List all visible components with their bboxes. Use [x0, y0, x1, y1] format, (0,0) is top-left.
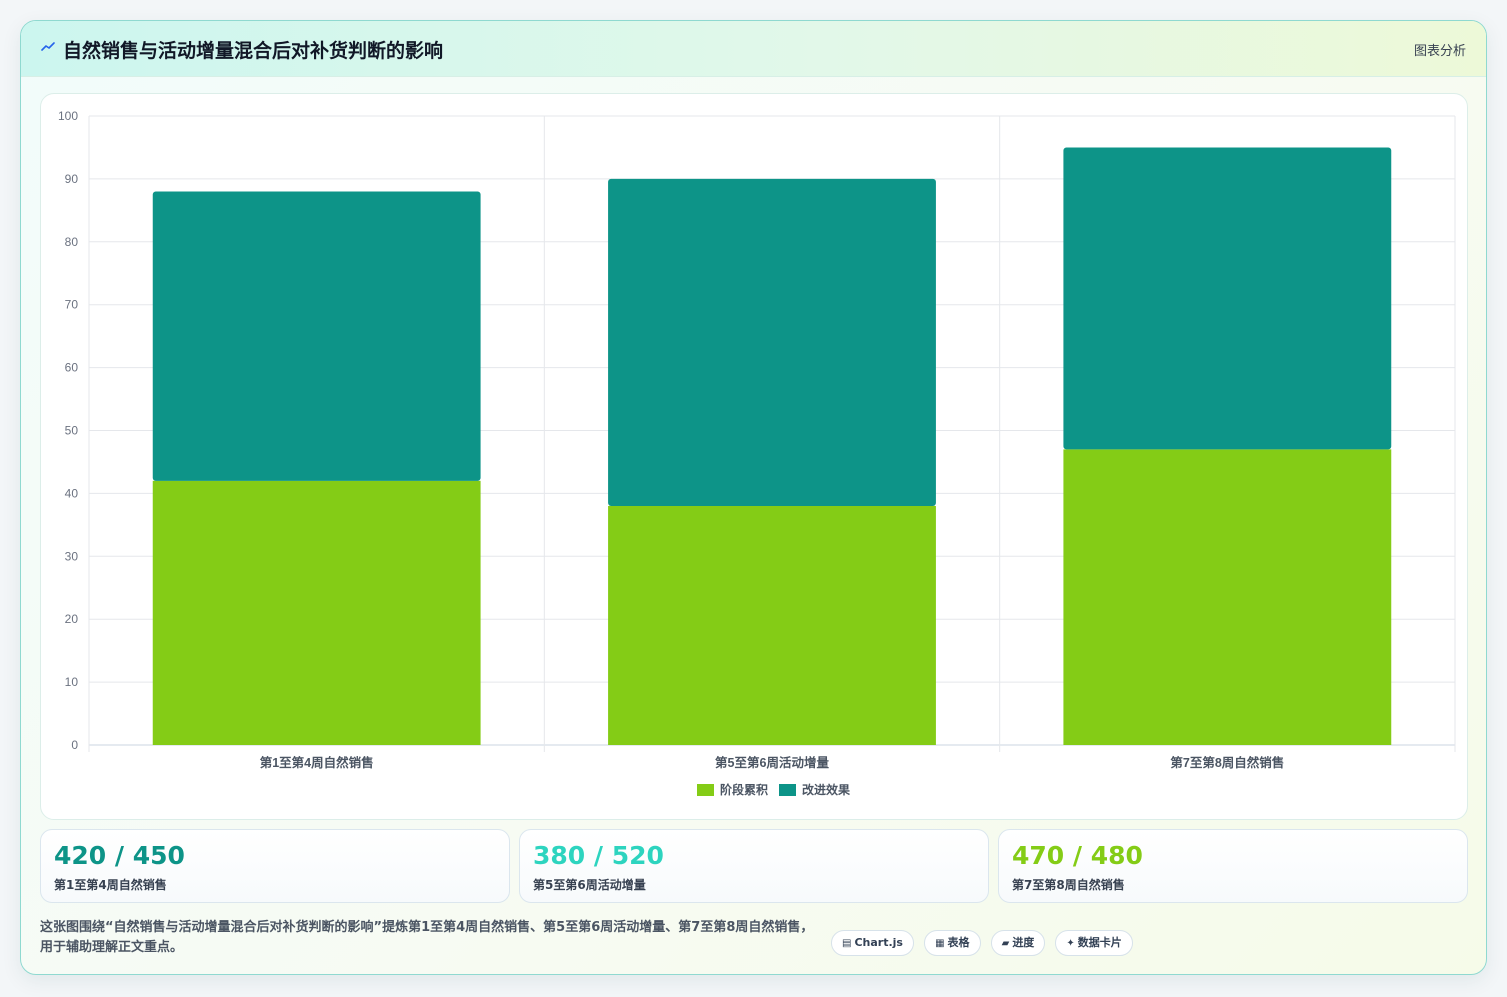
bar-segment — [152, 480, 481, 745]
chart-panel: 0 10 20 30 40 50 60 70 80 90 100 第1至第4周自然销售 第5至第6周活动… — [40, 93, 1468, 820]
bar-segment — [1063, 147, 1392, 450]
x-tick-label: 第5至第6周活动增量 — [715, 755, 829, 770]
stat-label: 第5至第6周活动增量 — [533, 878, 646, 892]
y-tick-label: 90 — [65, 172, 79, 186]
chart-description: 这张图围绕“自然销售与活动增量混合后对补货判断的影响”提炼第1至第4周自然销售、… — [40, 920, 814, 955]
stat-card-3: 470 / 480 第7至第8周自然销售 — [998, 829, 1468, 903]
y-tick-label: 80 — [65, 235, 79, 249]
legend-label: 改进效果 — [802, 782, 850, 797]
chip-label: 进度 — [1012, 936, 1035, 949]
chip-table[interactable]: ▦ 表格 — [924, 930, 981, 956]
bar-segment — [608, 178, 936, 506]
table-icon: ▦ — [935, 938, 945, 949]
stat-value: 470 / 480 — [1012, 841, 1143, 870]
page-title: 自然销售与活动增量混合后对补货判断的影响 — [63, 40, 444, 62]
chip-progress[interactable]: ▰ 进度 — [990, 930, 1046, 956]
stat-cards: 420 / 450 第1至第4周自然销售 380 / 520 第5至第6周活动增… — [40, 829, 1468, 903]
card-header: 自然销售与活动增量混合后对补货判断的影响 图表分析 — [21, 21, 1486, 77]
chart-analysis-link[interactable]: 图表分析 — [1413, 44, 1466, 59]
stat-label: 第7至第8周自然销售 — [1012, 878, 1125, 892]
feature-chips: ▤ Chart.js ▦ 表格 ▰ 进度 ✦ 数据卡片 — [831, 930, 1138, 958]
legend-label: 阶段累积 — [720, 782, 768, 797]
y-tick-label: 40 — [65, 486, 79, 500]
x-tick-label: 第7至第8周自然销售 — [1170, 755, 1284, 770]
y-tick-label: 50 — [65, 424, 79, 438]
trend-line-icon — [41, 42, 55, 51]
y-tick-label: 60 — [65, 361, 79, 375]
chip-data-card[interactable]: ✦ 数据卡片 — [1055, 930, 1133, 956]
stat-value: 420 / 450 — [54, 841, 185, 870]
y-tick-label: 30 — [65, 549, 79, 563]
stat-card-2: 380 / 520 第5至第6周活动增量 — [519, 829, 989, 903]
y-tick-label: 20 — [65, 612, 79, 626]
bar-segment — [1063, 449, 1392, 745]
chip-label: 数据卡片 — [1077, 936, 1122, 949]
y-tick-label: 70 — [65, 298, 79, 312]
stat-label: 第1至第4周自然销售 — [54, 878, 167, 892]
stat-card-1: 420 / 450 第1至第4周自然销售 — [40, 829, 510, 903]
chip-chartjs[interactable]: ▤ Chart.js — [831, 930, 914, 956]
y-tick-label: 100 — [58, 109, 78, 123]
x-tick-label: 第1至第4周自然销售 — [260, 755, 374, 770]
chart-card: 自然销售与活动增量混合后对补货判断的影响 图表分析 0 10 20 30 40 50 60 7… — [20, 20, 1487, 975]
stat-value: 380 / 520 — [533, 841, 664, 870]
chip-label: Chart.js — [854, 936, 903, 949]
y-tick-label: 0 — [71, 738, 78, 752]
chip-label: 表格 — [947, 936, 970, 949]
stacked-bar-chart: 0 10 20 30 40 50 60 70 80 90 100 第1至第4周自然销售 第5至第6周活动… — [58, 109, 1456, 797]
y-tick-label: 10 — [65, 675, 79, 689]
bar-segment — [608, 505, 936, 745]
sparkle-icon: ✦ — [1066, 938, 1075, 949]
chart-icon: ▤ — [842, 938, 852, 949]
bar-segment — [152, 191, 481, 481]
legend-swatch — [779, 784, 796, 796]
progress-icon: ▰ — [1001, 938, 1010, 949]
legend-swatch — [697, 784, 714, 796]
